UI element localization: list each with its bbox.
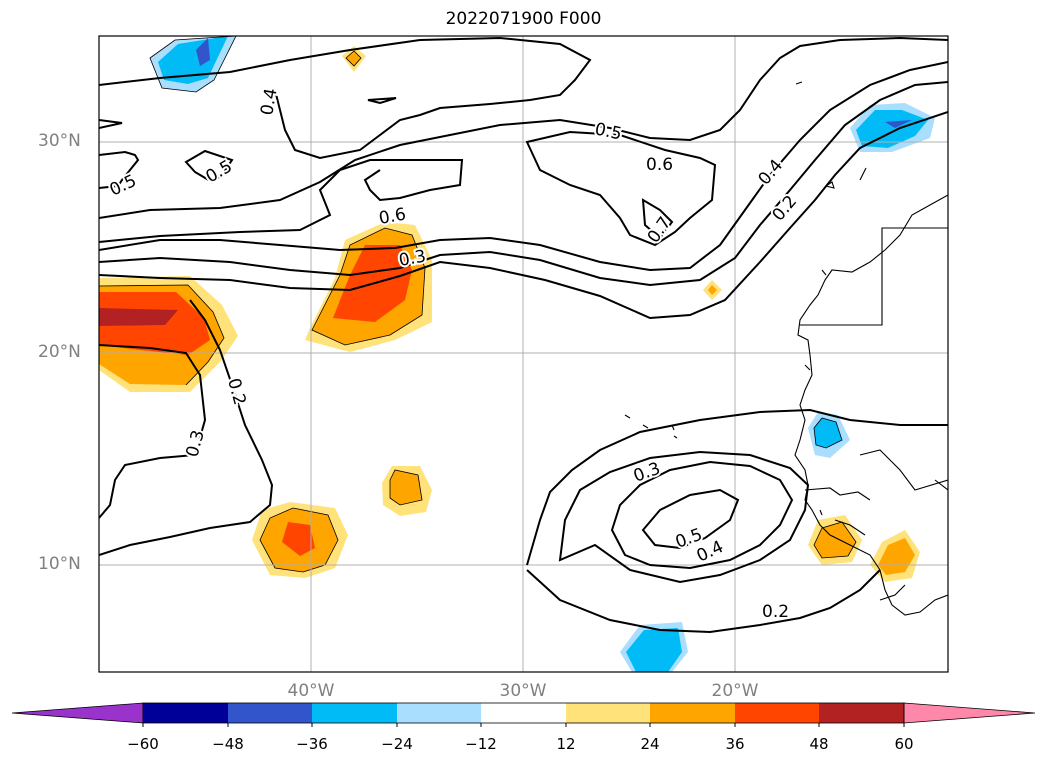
lat-label-30n: 30°N [38,131,81,151]
colorbar-bin [735,703,819,723]
colorbar-tick: −36 [296,735,328,753]
map-frame [98,35,949,673]
colorbar [11,702,1036,727]
colorbar-tick: −12 [465,735,497,753]
contour-label: 0.5 [107,171,140,201]
contour-label: 0.6 [646,155,673,175]
contour-label: 0.2 [762,602,789,622]
map-area: 0.4 0.5 0.5 0.5 0.6 0.6 0.7 0.3 0.4 0.2 … [99,36,948,672]
colorbar-extend-low [11,702,144,724]
lon-label-40w: 40°W [287,681,335,701]
colorbar-bin [481,703,566,723]
lat-label-20n: 20°N [38,342,81,362]
lon-label-20w: 20°W [711,681,759,701]
colorbar-tick: −24 [381,735,413,753]
colorbar-bin [397,703,481,723]
negative-anomaly-shading [150,36,935,672]
colorbar-bin [228,703,312,723]
colorbar-tick: 12 [556,735,576,753]
shading-outlines [99,36,857,573]
colorbar-bin [650,703,735,723]
coastlines [624,81,948,616]
colorbar-extend-high [903,702,1036,724]
colorbar-tick: −60 [127,735,159,753]
contour-label: 0.2 [223,376,249,407]
contour-label: 0.4 [257,87,281,117]
colorbar-bin [566,703,650,723]
positive-anomaly-shading [99,46,920,582]
colorbar-bin [312,703,397,723]
colorbar-tick: 24 [640,735,660,753]
contour-label: 0.5 [593,119,624,144]
colorbar-tick: 36 [725,735,745,753]
map-title: 2022071900 F000 [445,9,602,29]
lat-label-10n: 10°N [38,554,81,574]
isolines [99,36,948,634]
colorbar-bin [819,703,904,723]
colorbar-tick: 60 [894,735,914,753]
colorbar-tick: 48 [809,735,829,753]
colorbar-tick: −48 [212,735,244,753]
grid-lines [99,36,948,672]
colorbar-bin [143,703,228,723]
contour-label: 0.3 [183,428,209,459]
lon-label-30w: 30°W [499,681,547,701]
